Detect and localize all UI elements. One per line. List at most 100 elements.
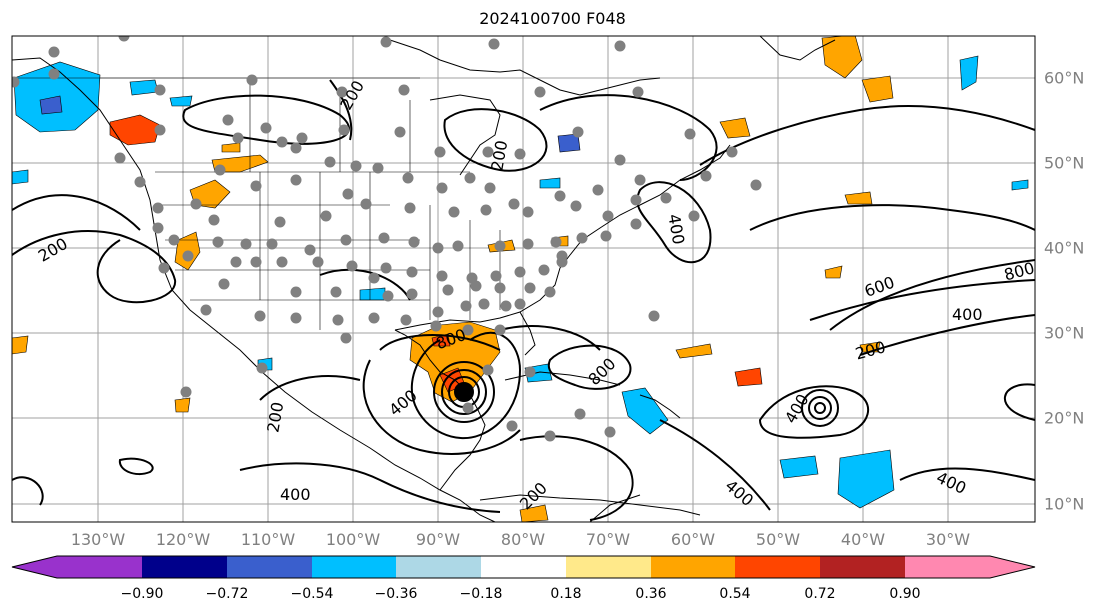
colorbar-segment xyxy=(227,556,312,578)
contour-label: 400 xyxy=(385,386,421,420)
station-dot xyxy=(12,76,20,88)
station-dot xyxy=(230,256,242,268)
colorbar-tick-label: 0.36 xyxy=(635,586,667,602)
station-dot xyxy=(276,136,288,148)
station-dot xyxy=(190,198,202,210)
colorbar-segment xyxy=(651,556,735,578)
contour-label: 400 xyxy=(722,476,758,510)
station-dot xyxy=(494,324,506,336)
station-dot xyxy=(378,232,390,244)
positive-anomaly-fills xyxy=(12,36,894,522)
station-dot xyxy=(180,386,192,398)
station-dot xyxy=(254,310,266,322)
map-title: 2024100700 F048 xyxy=(479,9,626,28)
colorbar-extend-high xyxy=(990,556,1035,578)
longitude-label: 40°W xyxy=(840,530,886,549)
station-dot xyxy=(436,270,448,282)
colorbar-tick-label: −0.54 xyxy=(290,586,334,602)
station-dot xyxy=(514,148,526,160)
station-dot xyxy=(118,36,130,42)
latitude-label: 10°N xyxy=(1044,494,1085,514)
station-dot xyxy=(158,262,170,274)
station-dot xyxy=(494,240,506,252)
station-dot xyxy=(490,270,502,282)
station-dot xyxy=(400,314,412,326)
station-dot xyxy=(550,236,562,248)
station-dot xyxy=(212,236,224,248)
station-dot xyxy=(250,256,262,268)
station-dot xyxy=(338,124,350,136)
station-dot xyxy=(208,214,220,226)
contour-label: 200 xyxy=(487,139,511,172)
station-dot xyxy=(266,238,278,250)
contour-label: 200 xyxy=(35,234,71,266)
latitude-label: 20°N xyxy=(1044,408,1085,428)
station-dot xyxy=(246,74,258,86)
station-dot xyxy=(406,288,418,300)
contour-label: 200 xyxy=(263,401,287,434)
station-dot xyxy=(432,242,444,254)
station-dot xyxy=(556,250,568,262)
station-dot xyxy=(634,174,646,186)
station-dot xyxy=(346,260,358,272)
station-dot xyxy=(408,236,420,248)
station-dot xyxy=(464,172,476,184)
station-dot xyxy=(614,154,626,166)
station-dot xyxy=(274,216,286,228)
longitude-label: 50°W xyxy=(755,530,801,549)
station-dot xyxy=(600,230,612,242)
colorbar-segment xyxy=(905,556,990,578)
map-frame xyxy=(11,35,1036,523)
station-dot xyxy=(448,206,460,218)
colorbar-segment xyxy=(820,556,905,578)
station-dot xyxy=(522,238,534,250)
longitude-label: 30°W xyxy=(925,530,971,549)
longitude-label: 130°W xyxy=(70,530,126,549)
station-dot xyxy=(332,314,344,326)
station-dot xyxy=(134,176,146,188)
station-dot xyxy=(544,286,556,298)
station-dot xyxy=(604,426,616,438)
station-dot xyxy=(350,160,362,172)
station-dot xyxy=(460,300,472,312)
coastlines xyxy=(12,36,836,522)
station-dot xyxy=(214,164,226,176)
contour-label: 400 xyxy=(664,213,688,246)
station-dot xyxy=(514,266,526,278)
station-dot xyxy=(250,180,262,192)
station-dot xyxy=(368,272,380,284)
station-dot xyxy=(218,278,230,290)
station-dot xyxy=(574,408,586,420)
strong-positive-fills xyxy=(109,114,763,393)
station-dot xyxy=(538,264,550,276)
station-dot xyxy=(684,128,696,140)
station-dot xyxy=(524,366,536,378)
colorbar xyxy=(12,556,1035,578)
station-dot xyxy=(478,298,490,310)
station-dot xyxy=(290,286,302,298)
colorbar-tick-label: 0.72 xyxy=(804,586,836,602)
station-dot xyxy=(514,298,526,310)
longitude-label: 90°W xyxy=(415,530,461,549)
station-dot xyxy=(340,332,352,344)
contour-label: 400 xyxy=(933,468,969,498)
station-dot xyxy=(398,84,410,96)
station-dot xyxy=(304,244,316,256)
station-dot xyxy=(290,312,302,324)
station-dot xyxy=(480,204,492,216)
station-dot xyxy=(154,124,166,136)
station-dot xyxy=(630,218,642,230)
longitude-label: 80°W xyxy=(500,530,546,549)
station-dot xyxy=(726,146,738,158)
station-dot xyxy=(402,172,414,184)
station-dot xyxy=(154,84,166,96)
station-dot xyxy=(260,122,272,134)
station-dot xyxy=(152,222,164,234)
contour-label: 200 xyxy=(336,77,368,113)
station-dots xyxy=(12,36,762,442)
longitude-label: 60°W xyxy=(670,530,716,549)
colorbar-tick-label: −0.72 xyxy=(205,586,249,602)
station-dot xyxy=(452,240,464,252)
station-dot xyxy=(232,132,244,144)
station-dot xyxy=(572,126,584,138)
